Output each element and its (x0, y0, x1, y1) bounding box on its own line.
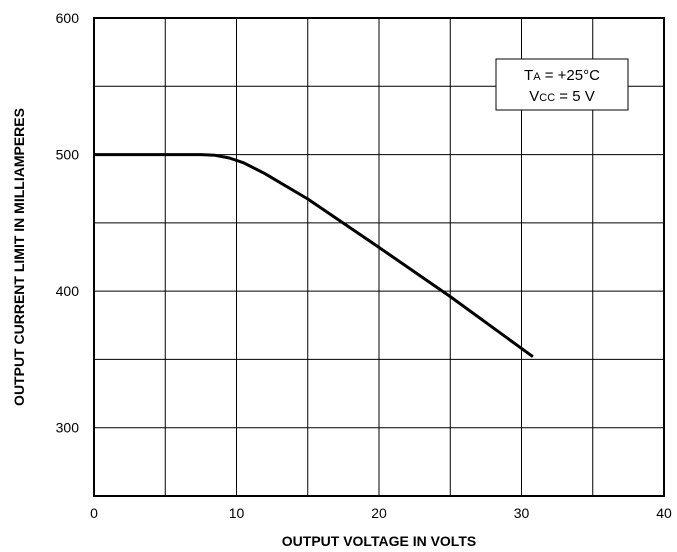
condition-annotation: TA = +25°C VCC = 5 V (495, 58, 629, 111)
x-tick-label: 30 (514, 505, 530, 521)
x-tick-label: 20 (371, 505, 387, 521)
x-axis-title: OUTPUT VOLTAGE IN VOLTS (282, 533, 476, 549)
plot-frame (93, 17, 665, 497)
y-tick-label: 500 (56, 147, 80, 163)
x-tick-labels: 0 10 20 30 40 (90, 505, 672, 521)
x-tick-label: 10 (229, 505, 245, 521)
annotation-box (495, 58, 629, 111)
annotation-vcc-sub: CC (539, 92, 555, 104)
y-tick-label: 400 (56, 283, 80, 299)
y-tick-label: 600 (56, 10, 80, 26)
y-tick-labels: 300 400 500 600 (56, 10, 80, 436)
y-tick-label: 300 (56, 420, 80, 436)
x-tick-label: 0 (90, 505, 98, 521)
x-tick-label: 40 (656, 505, 672, 521)
grid (93, 17, 665, 496)
annotation-ta-sub: A (533, 71, 541, 83)
annotation-vcc-main: V (529, 88, 539, 105)
annotation-ta-value: = +25°C (541, 67, 601, 84)
annotation-line-vcc: VCC = 5 V (529, 88, 595, 105)
annotation-vcc-value: = 5 V (555, 88, 595, 105)
series-layer (94, 153, 534, 358)
annotation-line-ta: TA = +25°C (524, 67, 600, 84)
annotation-ta-main: T (524, 67, 533, 84)
series-line (94, 153, 534, 358)
y-axis-title: OUTPUT CURRENT LIMIT IN MILLIAMPERES (11, 108, 27, 406)
